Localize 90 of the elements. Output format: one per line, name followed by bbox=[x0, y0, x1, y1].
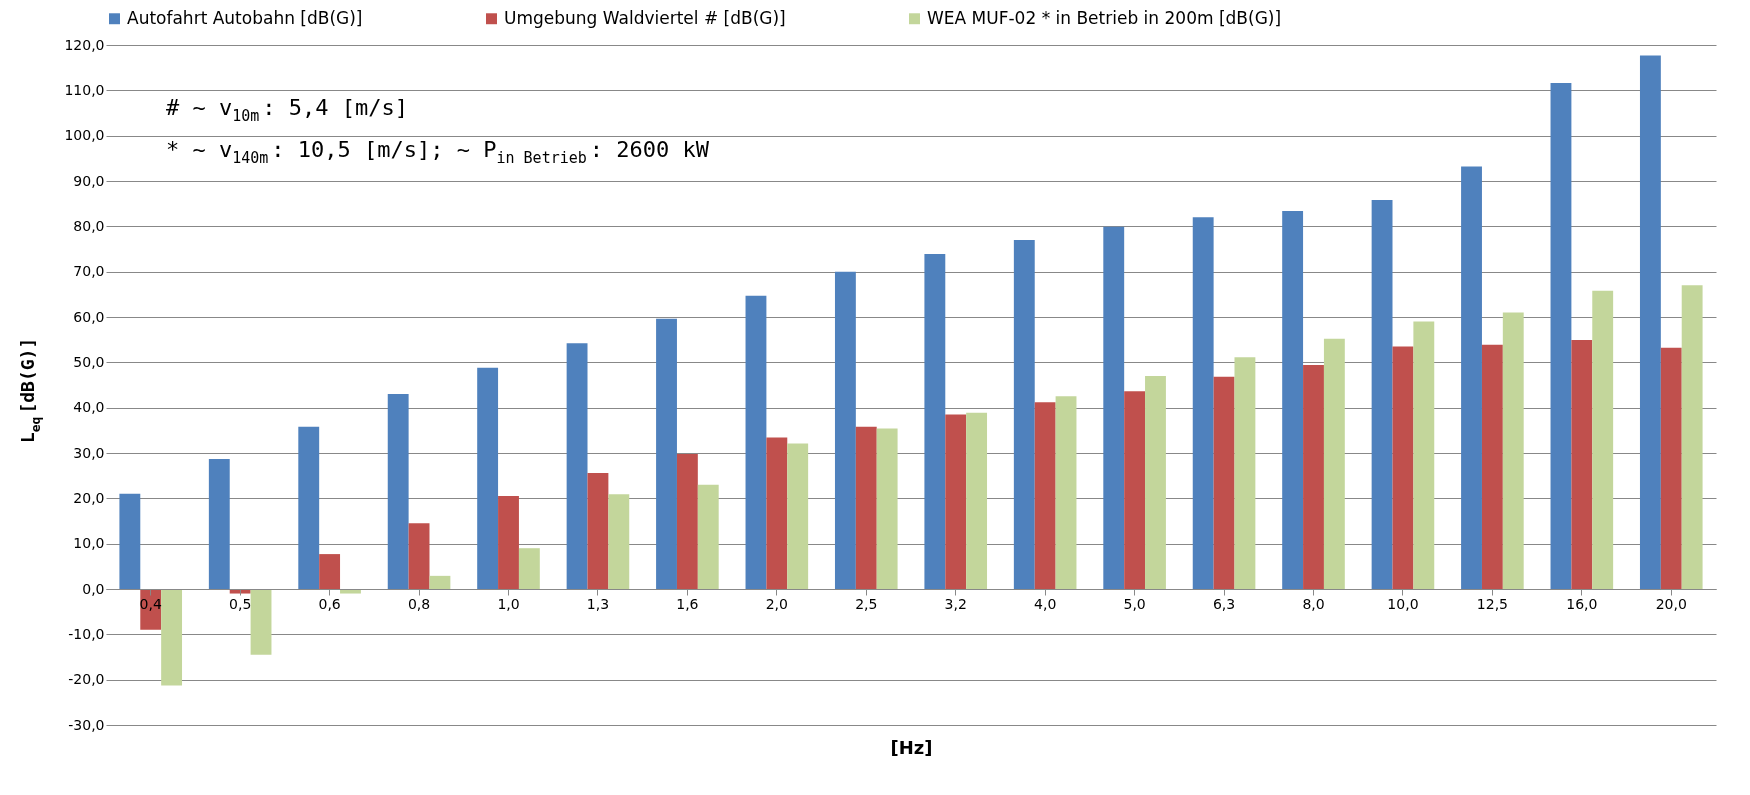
x-tick-label: 20,0 bbox=[1655, 595, 1687, 612]
bar bbox=[855, 426, 877, 589]
x-tick-label: 12,5 bbox=[1476, 595, 1508, 612]
bar bbox=[119, 493, 141, 589]
bar bbox=[1571, 340, 1593, 589]
bar bbox=[1660, 347, 1682, 589]
bar bbox=[1681, 285, 1703, 589]
bar bbox=[924, 253, 946, 589]
y-tick-label: 80,0 bbox=[73, 217, 105, 234]
x-tick-label: 10,0 bbox=[1387, 595, 1419, 612]
bar bbox=[477, 367, 499, 589]
legend-label: Autofahrt Autobahn [dB(G)] bbox=[127, 7, 363, 28]
bar bbox=[1055, 396, 1077, 589]
x-axis-title: [Hz] bbox=[890, 736, 933, 758]
x-tick-label: 2,5 bbox=[855, 595, 878, 612]
y-tick-label: 60,0 bbox=[73, 308, 105, 325]
x-tick-label: 2,0 bbox=[765, 595, 788, 612]
y-tick-label: 50,0 bbox=[73, 353, 105, 370]
bar bbox=[566, 343, 588, 589]
x-tick-label: 0,8 bbox=[407, 595, 431, 612]
bar bbox=[1323, 338, 1345, 589]
bar bbox=[676, 453, 698, 589]
x-tick-label: 1,6 bbox=[676, 595, 699, 612]
bar bbox=[1481, 344, 1503, 589]
bar bbox=[834, 271, 856, 589]
bar bbox=[208, 458, 230, 589]
y-tick-label: 10,0 bbox=[73, 535, 105, 552]
legend-label: WEA MUF-02 * in Betrieb in 200m [dB(G)] bbox=[927, 7, 1282, 28]
x-tick-label: 3,2 bbox=[944, 595, 967, 612]
x-tick-label: 6,3 bbox=[1212, 595, 1236, 612]
bar bbox=[1303, 365, 1324, 589]
x-tick-label: 4,0 bbox=[1034, 595, 1057, 612]
x-tick-label: 16,0 bbox=[1566, 595, 1598, 612]
y-tick-label: 120,0 bbox=[64, 36, 105, 53]
bar bbox=[1034, 402, 1056, 589]
bar bbox=[498, 496, 519, 589]
bar bbox=[250, 589, 272, 655]
bar bbox=[1213, 376, 1235, 589]
bar bbox=[697, 484, 719, 589]
x-tick-label: 8,0 bbox=[1302, 595, 1325, 612]
bar bbox=[1639, 55, 1661, 589]
y-tick-label: 40,0 bbox=[73, 399, 105, 416]
bar bbox=[1550, 83, 1572, 589]
bar bbox=[945, 414, 967, 589]
x-tick-label: 1,0 bbox=[497, 595, 520, 612]
bar bbox=[1371, 200, 1393, 589]
bar bbox=[298, 426, 320, 589]
bar bbox=[656, 318, 677, 589]
y-tick-label: 110,0 bbox=[64, 81, 105, 98]
bar bbox=[1234, 357, 1256, 589]
bar bbox=[608, 494, 630, 589]
bar bbox=[429, 575, 451, 589]
y-tick-label: 20,0 bbox=[73, 489, 105, 506]
bar bbox=[966, 412, 988, 589]
bar bbox=[1592, 290, 1614, 589]
bar bbox=[1103, 226, 1125, 589]
x-tick-label: 0,6 bbox=[318, 595, 341, 612]
bar bbox=[766, 437, 788, 589]
y-tick-label: 0,0 bbox=[82, 580, 105, 597]
y-tick-label: -30,0 bbox=[68, 716, 105, 733]
x-tick-label: 0,4 bbox=[139, 595, 162, 612]
bar bbox=[518, 548, 540, 589]
bar bbox=[1461, 166, 1482, 589]
x-tick-label: 0,5 bbox=[229, 595, 252, 612]
y-tick-label: 100,0 bbox=[64, 127, 105, 144]
bar bbox=[876, 428, 898, 589]
bar bbox=[408, 523, 430, 589]
y-tick-label: 70,0 bbox=[73, 263, 105, 280]
bar bbox=[1013, 239, 1035, 589]
y-tick-label: -10,0 bbox=[68, 625, 105, 642]
y-tick-label: 90,0 bbox=[73, 172, 105, 189]
bar bbox=[1502, 312, 1524, 589]
bar bbox=[161, 589, 183, 686]
x-tick-label: 5,0 bbox=[1123, 595, 1146, 612]
bar bbox=[1282, 210, 1304, 589]
bar bbox=[745, 295, 767, 589]
y-axis-title: Leq [dB(G)] bbox=[17, 337, 43, 444]
bar bbox=[1392, 346, 1414, 589]
legend-label: Umgebung Waldviertel # [dB(G)] bbox=[504, 7, 786, 28]
bar bbox=[1192, 217, 1214, 589]
bar bbox=[387, 394, 409, 589]
bar bbox=[1145, 375, 1166, 589]
bar bbox=[1413, 321, 1435, 589]
x-tick-label: 1,3 bbox=[586, 595, 610, 612]
bar bbox=[787, 443, 809, 589]
y-tick-label: 30,0 bbox=[73, 444, 105, 461]
bar bbox=[1124, 391, 1146, 589]
y-tick-label: -20,0 bbox=[68, 671, 105, 688]
bar bbox=[587, 472, 609, 589]
bar bbox=[319, 554, 341, 589]
